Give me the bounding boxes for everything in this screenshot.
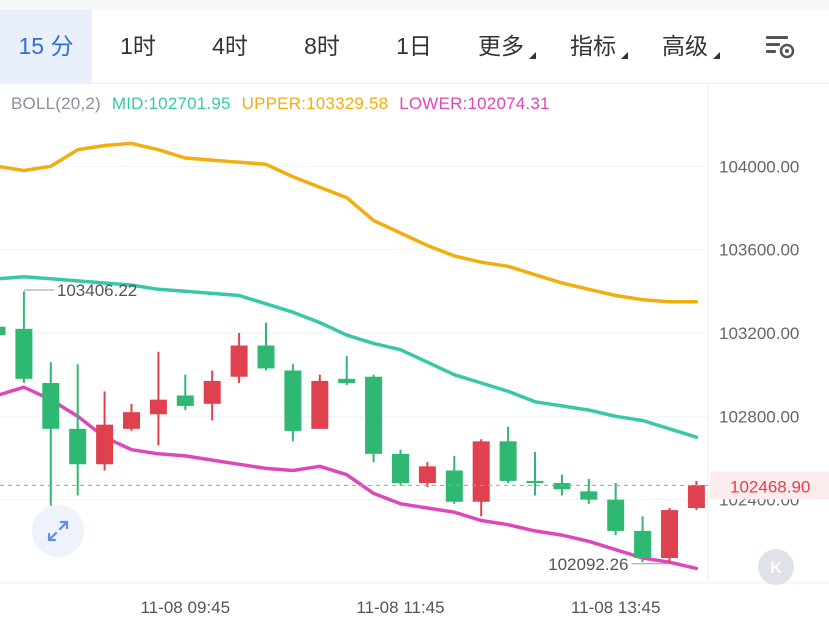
high-value-label: 103406.22 bbox=[57, 281, 137, 300]
low-value-label: 102092.26 bbox=[548, 555, 628, 574]
chart-settings-icon bbox=[766, 36, 795, 59]
candle-body bbox=[176, 395, 194, 406]
candle-body bbox=[634, 530, 652, 558]
y-tick-label: 103600.00 bbox=[719, 241, 799, 260]
candle[interactable] bbox=[96, 391, 114, 471]
candle-body bbox=[418, 466, 436, 483]
candle[interactable] bbox=[0, 323, 6, 338]
candle-body bbox=[499, 441, 517, 481]
candle-body bbox=[257, 345, 275, 369]
candle[interactable] bbox=[338, 355, 356, 386]
candlestick-chart[interactable]: 104000.00 103600.00 103200.00 102800.00 1024… bbox=[0, 83, 829, 631]
candle[interactable] bbox=[230, 333, 248, 383]
candle-body bbox=[661, 510, 678, 558]
candle-body bbox=[365, 376, 383, 454]
expand-diagonal-icon bbox=[47, 520, 69, 542]
candle-body bbox=[203, 380, 221, 404]
candle-body bbox=[0, 326, 6, 336]
candle[interactable] bbox=[661, 508, 678, 564]
candle-body bbox=[392, 453, 409, 483]
candle-body bbox=[445, 470, 463, 502]
boll-lower-value: LOWER:102074.31 bbox=[399, 94, 550, 113]
tab-advanced[interactable]: 高级 bbox=[662, 33, 708, 59]
candle-body bbox=[149, 399, 167, 415]
candle[interactable] bbox=[311, 374, 329, 429]
boll-mid-value: MID:102701.95 bbox=[111, 94, 231, 113]
y-tick-label: 102800.00 bbox=[719, 407, 799, 426]
candle[interactable] bbox=[365, 374, 383, 463]
y-tick-label: 104000.00 bbox=[719, 157, 799, 176]
candle-body bbox=[607, 499, 625, 531]
tab-4h[interactable]: 4时 bbox=[212, 33, 248, 59]
candle[interactable] bbox=[634, 516, 652, 563]
tab-more[interactable]: 更多 bbox=[478, 33, 524, 59]
candle[interactable] bbox=[203, 370, 221, 421]
candle[interactable] bbox=[69, 364, 87, 496]
expand-chart-button[interactable] bbox=[32, 505, 84, 557]
boll-indicator-legend: BOLL(20,2) MID:102701.95 UPPER:103329.58… bbox=[11, 94, 556, 114]
tab-indicators[interactable]: 指标 bbox=[570, 33, 616, 59]
candle[interactable] bbox=[418, 462, 436, 488]
candle[interactable] bbox=[176, 374, 194, 411]
candle[interactable] bbox=[526, 451, 544, 496]
candle[interactable] bbox=[472, 439, 490, 517]
candle[interactable] bbox=[392, 449, 409, 486]
candle-body bbox=[338, 378, 356, 383]
current-price-label: 102468.90 bbox=[730, 477, 810, 496]
candle-body bbox=[284, 370, 302, 431]
svg-text:K: K bbox=[770, 560, 782, 577]
candle-body bbox=[526, 480, 544, 483]
dropdown-triangle-icon bbox=[713, 52, 720, 59]
candle[interactable] bbox=[149, 351, 167, 446]
k-letter-icon: K bbox=[770, 560, 782, 577]
candle[interactable] bbox=[284, 364, 302, 442]
candle-body bbox=[96, 424, 114, 465]
timeframe-tab-bar bbox=[0, 10, 829, 84]
tab-8h[interactable]: 8时 bbox=[304, 33, 340, 59]
candle-body bbox=[580, 491, 598, 500]
tab-1d[interactable]: 1日 bbox=[396, 33, 432, 59]
candle[interactable] bbox=[42, 362, 60, 506]
x-tick-label: 11-08 11:45 bbox=[356, 598, 444, 617]
boll-upper-value: UPPER:103329.58 bbox=[241, 94, 389, 113]
candle[interactable] bbox=[445, 455, 463, 504]
candle-body bbox=[230, 345, 248, 377]
dropdown-triangle-icon bbox=[529, 52, 536, 59]
tab-1h[interactable]: 1时 bbox=[120, 33, 156, 59]
x-tick-label: 11-08 13:45 bbox=[571, 598, 660, 617]
mid-band-line bbox=[0, 275, 699, 439]
x-tick-label: 11-08 09:45 bbox=[141, 598, 230, 617]
candle-body bbox=[123, 412, 140, 429]
candle-body bbox=[311, 380, 329, 429]
candle[interactable] bbox=[499, 426, 517, 483]
candle[interactable] bbox=[257, 322, 275, 371]
candle[interactable] bbox=[607, 483, 625, 536]
candle[interactable] bbox=[580, 478, 598, 504]
tab-15m[interactable]: 15 分 bbox=[0, 10, 92, 83]
top-strip bbox=[0, 0, 829, 10]
chart-settings-button[interactable] bbox=[760, 28, 800, 64]
y-tick-label: 103200.00 bbox=[719, 324, 799, 343]
k-toggle-button[interactable]: K bbox=[758, 549, 794, 585]
candle[interactable] bbox=[123, 403, 140, 431]
candle-body bbox=[472, 441, 490, 502]
candle[interactable] bbox=[15, 291, 33, 383]
boll-name: BOLL(20,2) bbox=[11, 94, 101, 113]
candle-body bbox=[42, 383, 60, 429]
candle-body bbox=[553, 483, 571, 490]
dropdown-triangle-icon bbox=[621, 52, 628, 59]
candle-body bbox=[15, 328, 33, 379]
lower-band-line bbox=[0, 385, 699, 571]
candle-body bbox=[69, 428, 87, 465]
candle-body bbox=[687, 485, 705, 508]
upper-band-line bbox=[0, 141, 699, 304]
current-price-tag-bg bbox=[710, 471, 829, 500]
